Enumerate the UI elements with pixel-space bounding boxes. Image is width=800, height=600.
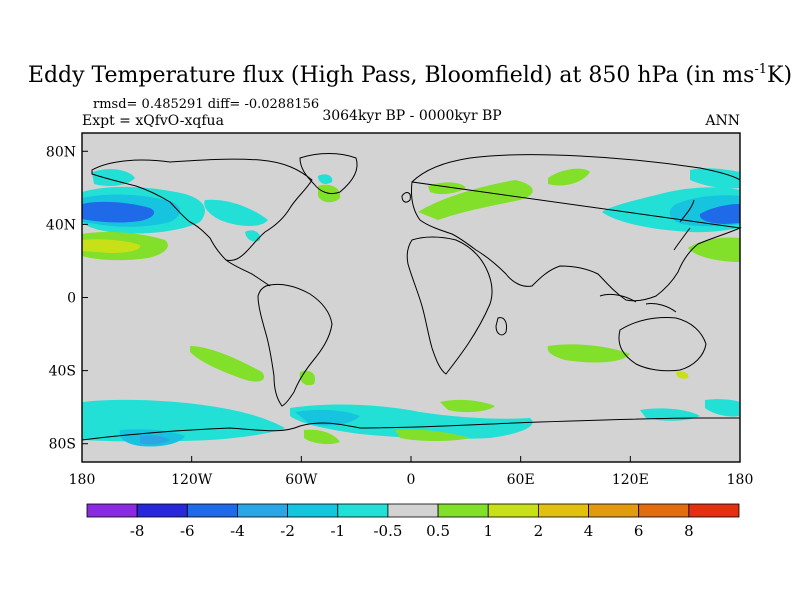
colorbar-label: 4 xyxy=(584,522,594,540)
coastline-australia xyxy=(618,317,707,372)
anomaly-pos-npac-east xyxy=(688,237,740,262)
anomaly-so-pos-wedell xyxy=(440,399,495,413)
anomaly-fields xyxy=(82,168,740,447)
y-tick-label: 80S xyxy=(49,437,76,453)
anomaly-so-far-east xyxy=(705,399,740,417)
map-y-ticks: 80N 40N 0 40S 80S xyxy=(46,144,88,453)
y-tick-label: 40N xyxy=(46,217,76,233)
anomaly-gulf-alaska xyxy=(204,199,268,226)
anomaly-arctic-siberia xyxy=(548,168,590,186)
colorbar-label: 6 xyxy=(634,522,644,540)
coastline-africa xyxy=(406,236,493,375)
colorbar-box xyxy=(487,503,539,518)
season-text: ANN xyxy=(704,113,740,129)
coastline-indonesia xyxy=(599,293,677,313)
anomaly-arctic-neg xyxy=(318,174,333,184)
colorbar: -8 -6 -4 -2 -1 -0.5 0.5 1 2 4 6 8 xyxy=(86,503,740,540)
coastline-uk xyxy=(401,192,411,203)
coastline-north-america xyxy=(91,158,313,261)
anomaly-spac-pos xyxy=(190,346,265,382)
stats-text: rmsd= 0.485291 diff= -0.0288156 xyxy=(93,97,319,112)
anomaly-so-pos-indian xyxy=(395,429,470,441)
anomaly-baja-neg xyxy=(245,230,261,242)
coastline-antarctica xyxy=(81,417,740,441)
colorbar-box xyxy=(537,503,589,518)
colorbar-label: -8 xyxy=(130,522,145,540)
x-tick-label: 120E xyxy=(612,472,649,488)
anomaly-arctic-ne xyxy=(690,168,740,189)
x-tick-label: 120W xyxy=(171,472,213,488)
colorbar-label: -1 xyxy=(330,522,345,540)
figure-title: Eddy Temperature flux (High Pass, Bloomf… xyxy=(28,62,792,88)
coastline-south-america xyxy=(257,283,333,407)
anomaly-so-pos-drake xyxy=(304,429,340,445)
colorbar-label: -2 xyxy=(280,522,295,540)
colorbar-box xyxy=(337,503,389,518)
anomaly-alaska xyxy=(92,169,135,186)
colorbar-label: -0.5 xyxy=(373,522,402,540)
anomaly-aus-pos xyxy=(676,371,689,379)
anomaly-npac-east-core xyxy=(699,204,740,224)
colorbar-box xyxy=(186,503,238,518)
period-text: 3064kyr BP - 0000kyr BP xyxy=(322,108,501,124)
coastline-europe-asia xyxy=(411,154,742,302)
coastline-madagascar xyxy=(495,317,507,336)
anomaly-natl-pos xyxy=(418,180,533,220)
anomaly-so-core-deep xyxy=(140,435,170,445)
colorbar-label: -6 xyxy=(180,522,195,540)
colorbar-label: -4 xyxy=(230,522,245,540)
colorbar-label: 0.5 xyxy=(426,522,450,540)
x-tick-label: 0 xyxy=(407,472,416,488)
colorbar-label: 1 xyxy=(483,522,493,540)
y-tick-label: 80N xyxy=(46,144,76,160)
colorbar-box xyxy=(588,503,640,518)
colorbar-box xyxy=(437,503,489,518)
colorbar-label: 2 xyxy=(534,522,544,540)
coastline-greenland xyxy=(299,153,358,195)
anomaly-pos-npac-west-core xyxy=(82,239,141,253)
figure-title-tail: K) xyxy=(767,63,792,88)
colorbar-labels: -8 -6 -4 -2 -1 -0.5 0.5 1 2 4 6 8 xyxy=(130,522,694,540)
anomaly-so-east-mid xyxy=(295,409,360,426)
colorbar-box xyxy=(638,503,690,518)
y-tick-label: 40S xyxy=(49,364,76,380)
y-tick-label: 0 xyxy=(67,291,76,307)
colorbar-box xyxy=(387,503,439,518)
map-x-ticks: 180 120W 60W 0 60E 120E 180 xyxy=(69,456,754,488)
colorbar-box xyxy=(688,503,740,518)
colorbar-label: 8 xyxy=(684,522,694,540)
colorbar-box xyxy=(287,503,339,518)
x-tick-label: 180 xyxy=(69,472,96,488)
colorbar-box xyxy=(136,503,188,518)
x-tick-label: 60W xyxy=(285,472,318,488)
colorbar-box xyxy=(237,503,289,518)
experiment-text: Expt = xQfvO-xqfua xyxy=(82,113,224,129)
colorbar-box xyxy=(86,503,138,518)
figure-title-main: Eddy Temperature flux (High Pass, Bloomf… xyxy=(28,63,754,88)
colorbar-boxes xyxy=(86,503,740,518)
x-tick-label: 180 xyxy=(727,472,754,488)
map: 180 120W 60W 0 60E 120E 180 80N 40N 0 40S 80S xyxy=(46,132,754,488)
coastline-japan xyxy=(673,199,695,251)
coastlines xyxy=(81,153,742,441)
anomaly-safrica-pos xyxy=(547,344,630,363)
anomaly-npac-west-core xyxy=(82,201,155,223)
x-tick-label: 60E xyxy=(507,472,535,488)
coastline-central-america xyxy=(225,259,271,287)
figure-title-sup: -1 xyxy=(754,62,767,77)
